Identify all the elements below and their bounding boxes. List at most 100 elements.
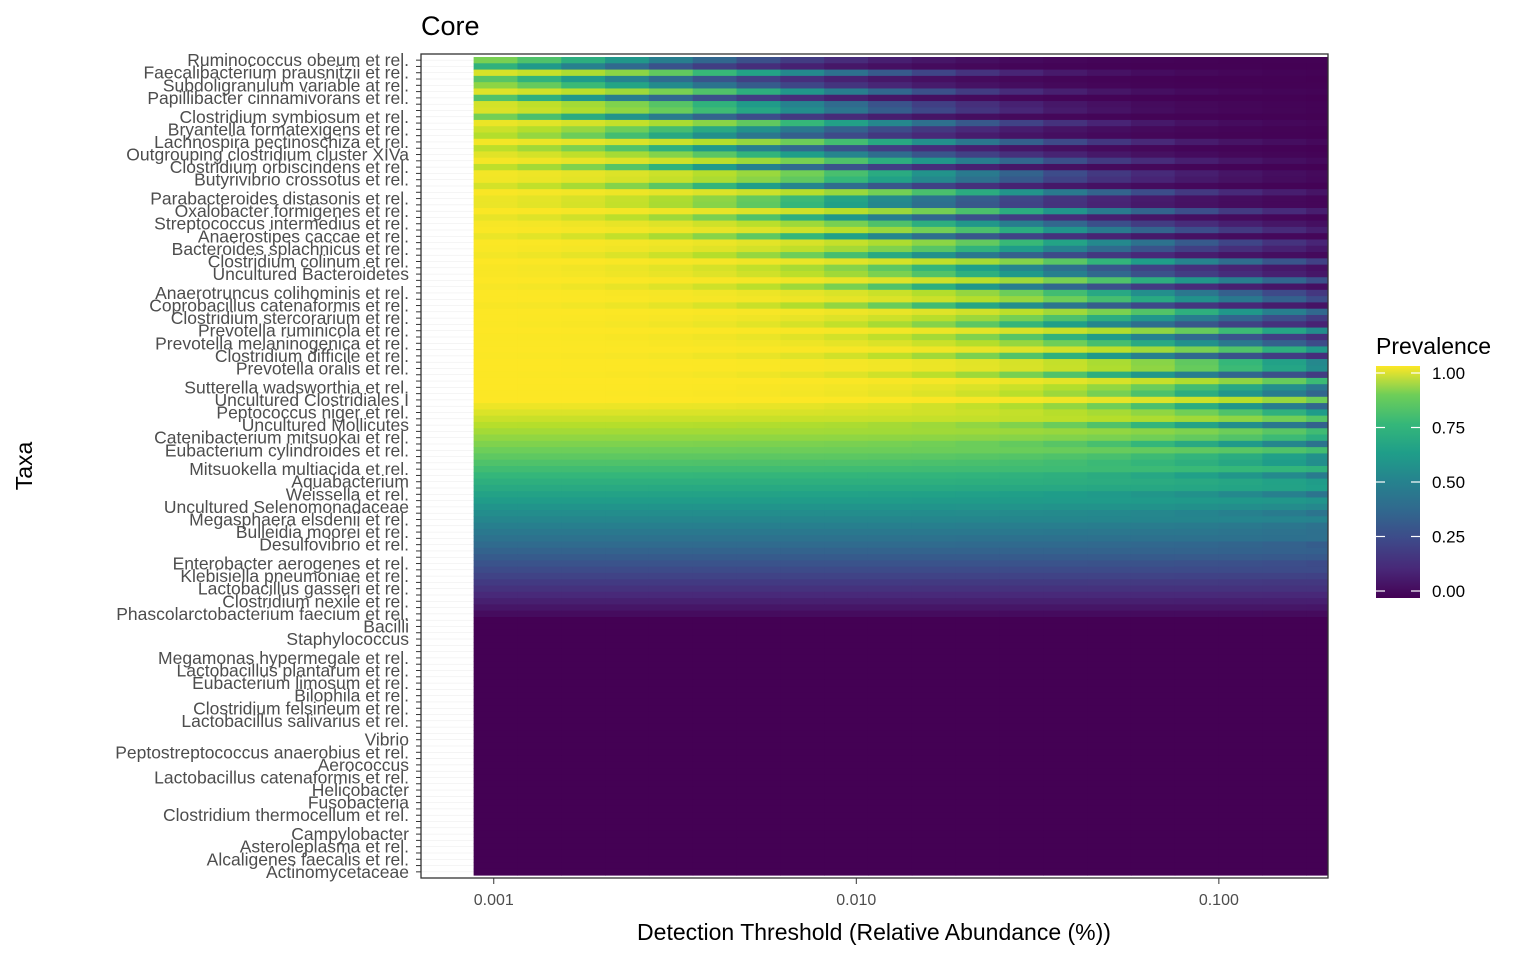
heatmap-tile xyxy=(1174,82,1220,90)
heatmap-tile xyxy=(605,522,650,530)
heatmap-tile xyxy=(1306,692,1328,700)
heatmap-tile xyxy=(648,856,694,864)
heatmap-tile xyxy=(1262,283,1307,291)
heatmap-tile xyxy=(1306,679,1328,687)
heatmap-tile xyxy=(1174,698,1220,706)
heatmap-tile xyxy=(1262,868,1307,876)
heatmap-tile xyxy=(1306,182,1328,190)
heatmap-tile xyxy=(605,201,650,209)
heatmap-tile xyxy=(1130,308,1176,316)
heatmap-tile xyxy=(1130,698,1176,706)
heatmap-tile xyxy=(824,503,869,511)
heatmap-tile xyxy=(736,421,781,429)
heatmap-tile xyxy=(692,138,738,146)
heatmap-tile xyxy=(1043,138,1088,146)
heatmap-tile xyxy=(911,610,957,618)
heatmap-tile xyxy=(1087,252,1132,259)
heatmap-tile xyxy=(911,447,957,455)
heatmap-tile xyxy=(1087,862,1132,870)
heatmap-tile xyxy=(1087,623,1132,631)
heatmap-tile xyxy=(780,755,825,763)
heatmap-tile xyxy=(736,377,781,385)
heatmap-tile xyxy=(824,233,869,241)
heatmap-tile xyxy=(1087,591,1132,599)
heatmap-tile xyxy=(561,661,606,668)
heatmap-tile xyxy=(955,390,1001,398)
heatmap-tile xyxy=(736,403,781,410)
heatmap-tile xyxy=(1262,453,1307,461)
heatmap-tile xyxy=(1174,57,1220,64)
heatmap-tile xyxy=(955,749,1001,757)
heatmap-tile xyxy=(1306,340,1328,348)
heatmap-tile xyxy=(780,673,825,681)
heatmap-tile xyxy=(1043,352,1088,360)
heatmap-tile xyxy=(648,654,694,662)
heatmap-tile xyxy=(1043,742,1088,750)
heatmap-tile xyxy=(780,843,825,851)
heatmap-tile xyxy=(824,786,869,794)
heatmap-tile xyxy=(911,258,957,266)
heatmap-tile xyxy=(561,862,606,870)
heatmap-tile xyxy=(1218,749,1263,757)
heatmap-tile xyxy=(1262,774,1307,782)
heatmap-tile xyxy=(1043,491,1088,499)
heatmap-tile xyxy=(692,296,738,303)
heatmap-tile xyxy=(1087,138,1132,146)
heatmap-tile xyxy=(1087,686,1132,694)
heatmap-tile xyxy=(999,516,1044,524)
heatmap-tile xyxy=(911,252,957,259)
heatmap-tile xyxy=(1218,226,1263,234)
heatmap-tile xyxy=(517,535,562,543)
heatmap-tile xyxy=(473,421,519,429)
heatmap-tile xyxy=(1262,346,1307,354)
heatmap-tile xyxy=(780,447,825,455)
heatmap-tile xyxy=(1174,812,1220,819)
heatmap-tile xyxy=(1130,365,1176,373)
heatmap-tile xyxy=(867,604,913,612)
heatmap-tile xyxy=(1306,365,1328,373)
heatmap-tile xyxy=(1087,327,1132,335)
heatmap-tile xyxy=(473,629,519,637)
heatmap-tile xyxy=(1218,157,1263,165)
heatmap-tile xyxy=(736,113,781,121)
heatmap-tile xyxy=(911,245,957,253)
heatmap-tile xyxy=(1043,730,1088,738)
heatmap-tile xyxy=(1262,75,1307,83)
heatmap-tile xyxy=(692,182,738,190)
heatmap-tile xyxy=(1218,799,1263,807)
heatmap-tile xyxy=(999,264,1044,272)
heatmap-tile xyxy=(824,793,869,801)
heatmap-tile xyxy=(911,484,957,492)
heatmap-tile xyxy=(1306,277,1328,285)
heatmap-tile xyxy=(736,830,781,838)
heatmap-tile xyxy=(1087,88,1132,96)
heatmap-tile xyxy=(1130,528,1176,536)
heatmap-tile xyxy=(1087,233,1132,241)
heatmap-tile xyxy=(911,774,957,782)
heatmap-tile xyxy=(780,472,825,480)
heatmap-tile xyxy=(999,560,1044,568)
heatmap-tile xyxy=(473,447,519,455)
heatmap-tile xyxy=(605,755,650,763)
heatmap-tile xyxy=(1130,447,1176,455)
heatmap-tile xyxy=(955,491,1001,499)
heatmap-tile xyxy=(648,252,694,259)
heatmap-tile xyxy=(1130,648,1176,656)
heatmap-tile xyxy=(605,805,650,813)
heatmap-tile xyxy=(561,277,606,285)
heatmap-tile xyxy=(1130,270,1176,278)
heatmap-tile xyxy=(911,717,957,725)
heatmap-tile xyxy=(605,868,650,876)
heatmap-tile xyxy=(648,421,694,429)
heatmap-tile xyxy=(1306,705,1328,712)
heatmap-tile xyxy=(473,371,519,379)
heatmap-tile xyxy=(1130,409,1176,417)
heatmap-tile xyxy=(1130,849,1176,857)
heatmap-tile xyxy=(1306,138,1328,146)
heatmap-tile xyxy=(1043,384,1088,392)
heatmap-tile xyxy=(999,82,1044,90)
heatmap-tile xyxy=(867,472,913,480)
heatmap-tile xyxy=(824,340,869,348)
heatmap-tile xyxy=(1306,289,1328,297)
heatmap-tile xyxy=(1218,673,1263,681)
